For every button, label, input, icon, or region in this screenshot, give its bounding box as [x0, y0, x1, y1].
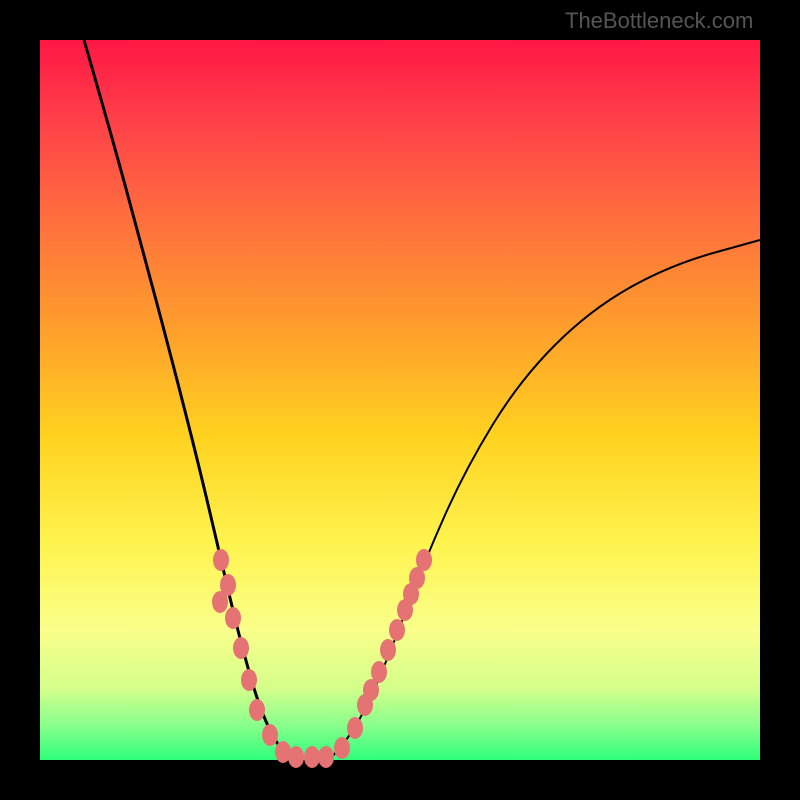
- marker-dot: [363, 679, 379, 701]
- marker-dot: [389, 619, 405, 641]
- marker-dot: [275, 741, 291, 763]
- marker-dot: [380, 639, 396, 661]
- marker-dot: [397, 599, 413, 621]
- curve-markers: [212, 549, 432, 768]
- marker-dot: [249, 699, 265, 721]
- marker-dot: [371, 661, 387, 683]
- watermark-text: TheBottleneck.com: [565, 8, 753, 34]
- marker-dot: [403, 583, 419, 605]
- plot-background: [40, 40, 760, 760]
- marker-dot: [220, 574, 236, 596]
- curve-left: [84, 40, 295, 759]
- marker-dot: [262, 724, 278, 746]
- marker-dot: [416, 549, 432, 571]
- marker-dot: [334, 737, 350, 759]
- curve-right: [330, 240, 760, 759]
- chart-svg: [0, 0, 800, 800]
- marker-dot: [409, 567, 425, 589]
- marker-dot: [213, 549, 229, 571]
- marker-dot: [357, 694, 373, 716]
- marker-dot: [212, 591, 228, 613]
- marker-dot: [225, 607, 241, 629]
- marker-dot: [318, 746, 334, 768]
- marker-dot: [233, 637, 249, 659]
- marker-dot: [288, 746, 304, 768]
- marker-dot: [304, 746, 320, 768]
- marker-dot: [241, 669, 257, 691]
- chart-canvas: TheBottleneck.com: [0, 0, 800, 800]
- marker-dot: [347, 717, 363, 739]
